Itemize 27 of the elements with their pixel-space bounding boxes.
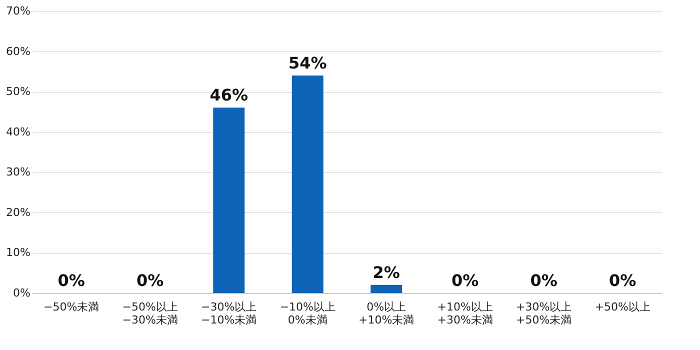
y-tick-label: 50% [6, 85, 30, 98]
x-tick-label: −30%以上 −10%未満 [201, 300, 257, 326]
x-tick-label: 0%以上 +10%未満 [358, 300, 414, 326]
y-tick-label: 20% [6, 206, 30, 219]
bar [292, 75, 324, 293]
data-label: 0% [452, 271, 479, 290]
data-label: 46% [210, 86, 248, 105]
data-label: 0% [58, 271, 85, 290]
y-tick-label: 30% [6, 166, 30, 179]
y-tick-label: 40% [6, 125, 30, 138]
x-tick-label: +50%以上 [594, 300, 650, 314]
x-tick-label: +10%以上 +30%未満 [437, 300, 493, 326]
x-tick-label: −50%以上 −30%未満 [122, 300, 178, 326]
data-label: 2% [372, 262, 400, 282]
y-tick-label: 0% [13, 286, 30, 300]
data-label: 0% [530, 271, 558, 290]
bar [213, 108, 245, 293]
y-tick-label: 60% [6, 44, 30, 58]
x-tick-label: +30%以上 +50%未満 [516, 300, 572, 326]
data-label: 0% [609, 271, 636, 290]
x-tick-label: −50%未満 [44, 300, 100, 314]
y-tick-label: 70% [6, 4, 30, 18]
bar [370, 284, 402, 293]
x-tick-label: −10%以上 0%未満 [280, 300, 336, 326]
data-label: 0% [136, 271, 164, 290]
data-label: 54% [288, 53, 327, 72]
y-tick-label: 10% [6, 246, 30, 260]
